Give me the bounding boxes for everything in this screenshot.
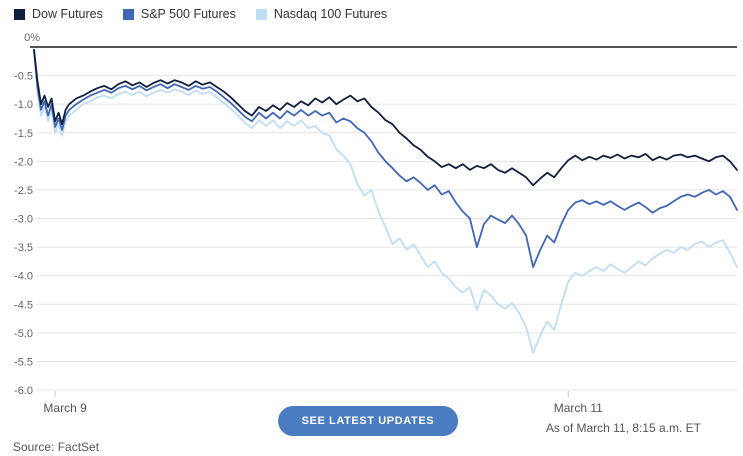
y-axis-tick-label: -3.5: [14, 242, 33, 254]
y-axis-tick-label: -3.0: [14, 214, 33, 226]
y-axis-tick-label: -2.0: [14, 156, 33, 168]
y-axis-tick-label: -0.5: [14, 71, 33, 83]
x-axis-tick-label: March 9: [43, 401, 87, 415]
legend-label-nasdaq-100-futures: Nasdaq 100 Futures: [273, 7, 388, 21]
y-axis-tick-label: -5.0: [14, 328, 33, 340]
legend-label-dow-futures: Dow Futures: [32, 7, 103, 21]
as-of-text: As of March 11, 8:15 a.m. ET: [545, 421, 701, 435]
source-text: Source: FactSet: [13, 440, 100, 454]
y-axis-tick-label: -4.0: [14, 271, 33, 283]
s-p-500-futures-series-line: [33, 49, 738, 269]
chart-legend: Dow Futures S&P 500 Futures Nasdaq 100 F…: [14, 7, 387, 21]
legend-item-sp500-futures: S&P 500 Futures: [122, 7, 236, 21]
dow-futures-swatch: [14, 8, 25, 20]
y-axis-tick-label: -2.5: [14, 185, 33, 197]
y-axis-tick-label: -1.0: [14, 99, 33, 111]
nasdaq-100-futures-series-line: [33, 49, 738, 354]
y-axis-tick-label: -4.5: [14, 299, 33, 311]
legend-label-sp500-futures: S&P 500 Futures: [140, 7, 236, 21]
see-latest-updates-button[interactable]: SEE LATEST UPDATES: [277, 406, 459, 436]
sp500-futures-swatch: [122, 8, 134, 20]
dow-futures-series-line: [33, 49, 738, 187]
y-axis-tick-label: -1.5: [14, 128, 33, 140]
x-axis-tick-label: March 11: [554, 401, 603, 415]
nasdaq-100-futures-swatch: [255, 8, 267, 20]
y-axis-tick-label: -5.5: [14, 356, 33, 368]
legend-item-nasdaq-100-futures: Nasdaq 100 Futures: [255, 7, 388, 21]
legend-item-dow-futures: Dow Futures: [14, 7, 103, 21]
y-axis-tick-label: 0%: [24, 32, 40, 44]
y-axis-tick-label: -6.0: [14, 385, 33, 397]
